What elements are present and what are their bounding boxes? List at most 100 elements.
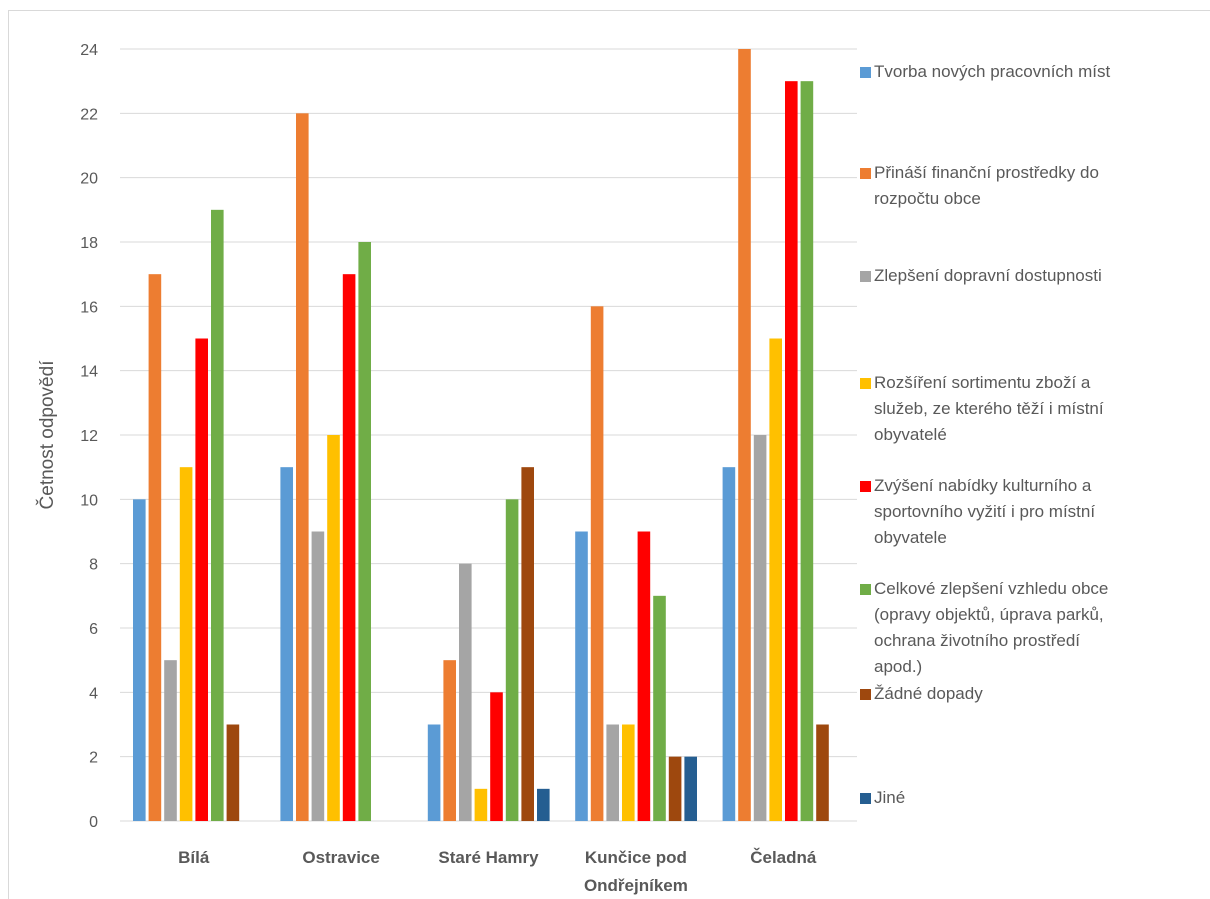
bar <box>133 499 146 821</box>
legend-label-line: Rozšíření sortimentu zboží a <box>874 373 1091 392</box>
legend-label-line: Zlepšení dopravní dostupnosti <box>874 266 1102 285</box>
bar <box>296 113 309 821</box>
legend-label: Celkové zlepšení vzhledu obce (opravy obj… <box>874 576 1108 680</box>
bar <box>785 81 798 822</box>
bar <box>622 724 635 821</box>
legend-label-line: obyvatele <box>874 528 947 547</box>
legend-swatch <box>860 271 871 282</box>
y-tick-label: 0 <box>89 814 98 831</box>
y-tick-label: 18 <box>80 235 98 252</box>
bars <box>133 49 829 822</box>
bar <box>816 724 829 821</box>
legend-label: Žádné dopady <box>874 681 983 707</box>
legend-label-line: (opravy objektů, úprava parků, <box>874 605 1104 624</box>
bar <box>637 531 651 821</box>
bar <box>575 531 588 821</box>
legend-item: Zlepšení dopravní dostupnosti <box>860 266 1195 289</box>
bar <box>653 595 666 821</box>
bar <box>342 274 356 821</box>
y-tick-label: 16 <box>80 299 98 316</box>
legend-item: Žádné dopady <box>860 684 1195 707</box>
bar <box>148 274 162 821</box>
bar <box>164 660 177 821</box>
bar <box>738 49 751 821</box>
legend-item: Jiné <box>860 788 1195 811</box>
bar <box>753 435 767 821</box>
bar <box>459 563 472 821</box>
legend-item: Zvýšení nabídky kulturního a sportovního … <box>860 476 1195 551</box>
legend-item: Celkové zlepšení vzhledu obce (opravy obj… <box>860 579 1195 680</box>
bar <box>311 531 325 821</box>
legend-label-line: rozpočtu obce <box>874 189 981 208</box>
legend-swatch <box>860 378 871 389</box>
x-category-label: Bílá <box>178 848 210 867</box>
legend-item: Přináší finanční prostředky do rozpočtu o… <box>860 163 1195 212</box>
legend-label-line: Žádné dopady <box>874 684 983 703</box>
legend-label-line: Zvýšení nabídky kulturního a <box>874 476 1092 495</box>
legend-label: Zlepšení dopravní dostupnosti <box>874 263 1102 289</box>
legend-label-line: obyvatelé <box>874 425 947 444</box>
legend-label-line: Tvorba nových pracovních míst <box>874 62 1111 81</box>
bar <box>179 467 193 821</box>
bar <box>521 467 534 821</box>
legend-item: Tvorba nových pracovních míst <box>860 62 1195 85</box>
x-category-label: Ondřejníkem <box>584 876 688 895</box>
y-tick-label: 2 <box>89 750 98 767</box>
x-category-label: Ostravice <box>302 848 380 867</box>
bar <box>590 306 604 822</box>
bar <box>427 724 441 821</box>
bar <box>474 788 488 821</box>
bar <box>443 660 456 821</box>
legend-swatch <box>860 67 871 78</box>
y-tick-label: 14 <box>80 364 98 381</box>
y-tick-label: 4 <box>89 685 98 702</box>
x-category-label: Kunčice pod <box>585 848 687 867</box>
y-tick-label: 8 <box>89 557 98 574</box>
x-category-labels: Bílá Ostravice Staré Hamry Kunčice pod Ondře… <box>178 848 817 895</box>
legend-label-line: Přináší finanční prostředky do <box>874 163 1099 182</box>
bar <box>327 435 340 821</box>
y-tick-label: 12 <box>80 428 98 445</box>
bar <box>280 467 293 821</box>
legend-swatch <box>860 689 871 700</box>
legend-label: Rozšíření sortimentu zboží a služeb, ze k… <box>874 370 1104 448</box>
y-tick-label: 20 <box>80 171 98 188</box>
bar <box>769 338 782 821</box>
bar <box>226 724 240 821</box>
legend-swatch <box>860 481 871 492</box>
x-category-label: Staré Hamry <box>438 848 539 867</box>
legend-label: Jiné <box>874 785 905 811</box>
y-tick-label: 22 <box>80 106 98 123</box>
legend-label-line: apod.) <box>874 657 923 676</box>
bar <box>211 209 224 821</box>
bar <box>684 756 697 821</box>
legend-item: Rozšíření sortimentu zboží a služeb, ze k… <box>860 373 1195 448</box>
legend-label-line: ochrana životního prostředí <box>874 631 1081 650</box>
bar <box>490 692 503 821</box>
y-tick-label: 24 <box>80 42 98 59</box>
bar <box>800 81 814 822</box>
bar <box>722 467 736 821</box>
legend-label-line: Celkové zlepšení vzhledu obce <box>874 579 1109 598</box>
y-axis-title: Četnost odpovědí <box>36 360 58 510</box>
legend-label-line: Jiné <box>874 788 906 807</box>
y-tick-label: 6 <box>89 621 98 638</box>
legend-label: Přináší finanční prostředky do rozpočtu o… <box>874 160 1099 212</box>
legend-swatch <box>860 793 871 804</box>
legend-swatch <box>860 584 871 595</box>
bar <box>537 788 550 821</box>
x-category-label: Čeladná <box>750 848 817 867</box>
bar <box>505 499 519 821</box>
y-tick-label: 10 <box>80 492 98 509</box>
bar <box>668 756 682 821</box>
legend-label: Zvýšení nabídky kulturního a sportovního … <box>874 473 1095 551</box>
bar <box>358 242 371 821</box>
legend-label: Tvorba nových pracovních míst <box>874 59 1110 85</box>
bar <box>606 724 619 821</box>
bar <box>195 338 208 821</box>
legend-label-line: sportovního vyžití i pro místní <box>874 502 1096 521</box>
chart-frame <box>8 10 1210 899</box>
legend-label-line: služeb, ze kterého těží i místní <box>874 399 1104 418</box>
